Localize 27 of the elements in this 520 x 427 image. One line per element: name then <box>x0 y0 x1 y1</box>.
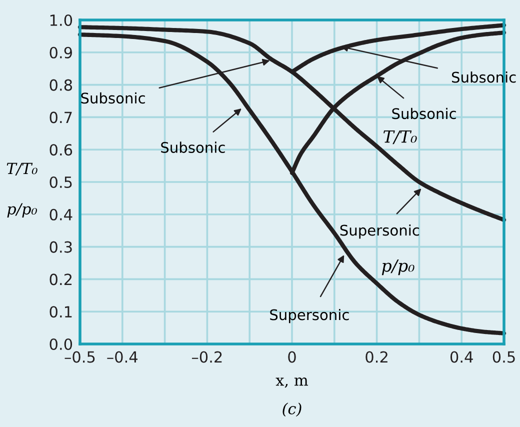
annotation: Subsonic <box>161 142 225 153</box>
y-tick-label: 0.5 <box>50 176 72 188</box>
x-tick-label: 0.2 <box>366 351 388 363</box>
x-tick-label: –0.4 <box>107 351 138 363</box>
y-tick-label: 1.0 <box>50 14 72 26</box>
x-axis-title: x, m <box>276 378 308 388</box>
annotation: Supersonic <box>270 308 349 324</box>
text: T/T₀ p/p₀ <box>6 162 38 218</box>
y-tick-label: 0.7 <box>50 112 72 124</box>
annotation: T/T₀ <box>384 130 417 144</box>
x-tick-label: 0 <box>288 351 296 363</box>
x-tick-label: 0.4 <box>450 351 473 363</box>
x-tick-label: –0.5 <box>64 351 95 363</box>
x-tick-label: 0.5 <box>492 351 515 363</box>
y-tick-label: 0.8 <box>50 79 72 91</box>
annotation: p/p₀ <box>382 259 414 276</box>
y-tick-label: 0.6 <box>50 144 72 156</box>
annotation: Supersonic <box>340 224 420 239</box>
y-tick-label: 0.4 <box>50 208 72 220</box>
annotation: Subsonic <box>392 108 456 120</box>
y-tick-label: 0.3 <box>50 241 72 253</box>
y-tick-label: 0.9 <box>50 46 72 58</box>
text: (c) <box>282 402 302 417</box>
y-tick-label: 0.0 <box>50 338 72 350</box>
x-tick-label: –0.2 <box>192 351 222 363</box>
y-tick-label: 0.2 <box>50 274 72 286</box>
y-tick-label: 0.1 <box>50 306 72 318</box>
